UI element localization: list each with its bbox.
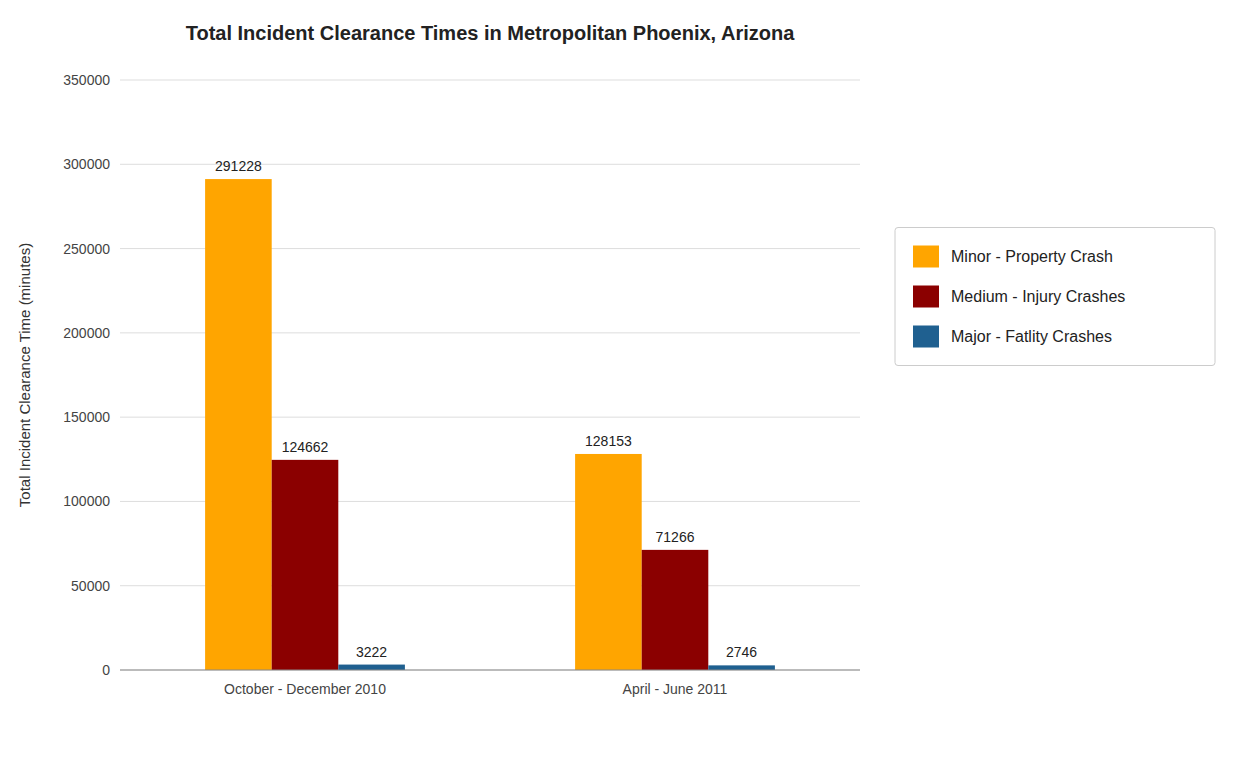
y-tick-label: 150000	[63, 409, 110, 425]
bar	[642, 550, 709, 670]
data-labels: 291228 128153 124662 71266 3222 2746	[215, 158, 757, 660]
grid	[120, 80, 860, 670]
bar	[272, 460, 339, 670]
grid-line	[120, 80, 860, 81]
y-tick-label: 200000	[63, 325, 110, 341]
legend-frame	[895, 228, 1215, 366]
bar	[338, 665, 405, 670]
legend-label: Major - Fatlity Crashes	[951, 328, 1112, 345]
bars	[205, 179, 775, 670]
grid-line	[120, 670, 860, 671]
x-tick-label: October - December 2010	[224, 681, 386, 697]
bar	[708, 665, 775, 670]
bar	[575, 454, 642, 670]
legend-swatch	[913, 246, 939, 268]
data-label: 71266	[656, 529, 695, 545]
bar	[205, 179, 272, 670]
y-tick-label: 100000	[63, 493, 110, 509]
data-label: 128153	[585, 433, 632, 449]
chart: Total Incident Clearance Times in Metrop…	[0, 0, 1250, 760]
x-tick-label: April - June 2011	[623, 681, 728, 697]
y-tick-label: 300000	[63, 156, 110, 172]
legend-label: Medium - Injury Crashes	[951, 288, 1125, 305]
y-tick-label: 0	[102, 662, 110, 678]
legend-swatch	[913, 286, 939, 308]
background	[0, 0, 1250, 760]
legend-swatch	[913, 326, 939, 348]
y-tick-label: 250000	[63, 241, 110, 257]
y-tick-label: 350000	[63, 72, 110, 88]
data-label: 2746	[726, 644, 757, 660]
data-label: 3222	[356, 644, 387, 660]
title: Total Incident Clearance Times in Metrop…	[186, 22, 796, 44]
legend-label: Minor - Property Crash	[951, 248, 1113, 265]
y-axis-label: Total Incident Clearance Time (minutes)	[16, 243, 33, 507]
legend: Minor - Property Crash Medium - Injury Cr…	[895, 228, 1215, 366]
x-axis-line	[120, 670, 860, 671]
data-label: 291228	[215, 158, 262, 174]
data-label: 124662	[282, 439, 329, 455]
y-tick-label: 50000	[71, 578, 110, 594]
